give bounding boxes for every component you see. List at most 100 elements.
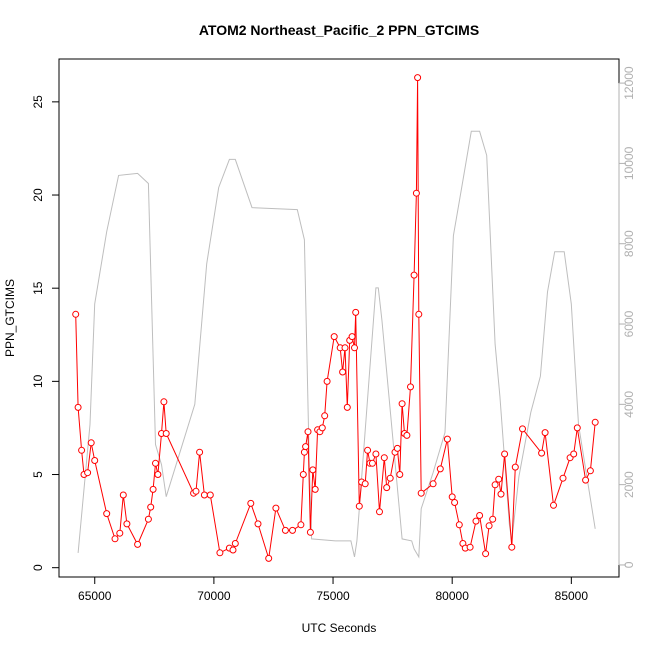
series-0-point-24	[200, 491, 208, 499]
series-0-point-11	[123, 520, 131, 528]
series-0-point-36	[297, 521, 305, 529]
series-0-point-28	[229, 546, 237, 554]
series-0-point-101	[519, 425, 526, 433]
series-0-point-47	[321, 412, 329, 420]
x-tick-label-65000: 65000	[78, 589, 112, 603]
series-0-point-95	[491, 481, 499, 489]
series-0-point-29	[231, 540, 239, 547]
series-0-point-97	[497, 490, 505, 498]
y-tick-label-15: 15	[31, 281, 45, 295]
y-axis-right: 0 2000 4000 6000 8000 10000 12000	[618, 66, 636, 568]
x-tick-label-70000: 70000	[197, 589, 231, 603]
series-0-point-64	[372, 450, 380, 458]
series-0-point-100	[511, 463, 519, 471]
series-0-point-2	[78, 446, 86, 454]
series-0-point-72	[398, 400, 406, 408]
series-0-point-74	[403, 431, 411, 439]
series-0-point-92	[482, 550, 490, 558]
series-1-line	[77, 130, 596, 559]
series-0-point-13	[144, 515, 152, 523]
series-0-point-99	[508, 543, 516, 551]
series-0-point-49	[330, 333, 338, 341]
series-0-point-22	[192, 487, 200, 495]
series-0-point-7	[103, 510, 111, 518]
series-0-point-89	[466, 543, 474, 551]
x-axis: 65000 70000 75000 80000 85000	[78, 576, 589, 603]
series-0-point-40	[304, 428, 312, 436]
series-0-point-102	[538, 449, 546, 457]
series-0-point-53	[343, 403, 351, 411]
series-0-point-110	[586, 467, 594, 475]
series-0-point-12	[134, 540, 142, 548]
series-0-point-107	[570, 450, 578, 458]
series-0-point-10	[119, 491, 127, 499]
y-tick-label-5: 5	[31, 471, 45, 478]
series-0-point-103	[541, 429, 549, 437]
series-0-point-82	[436, 465, 444, 473]
series-0-point-105	[559, 474, 567, 482]
series-0-point-42	[309, 466, 317, 474]
series-0-point-111	[591, 418, 599, 426]
series-0-point-0	[72, 310, 80, 318]
x-tick-label-75000: 75000	[316, 589, 350, 603]
series-0-point-104	[550, 501, 557, 509]
series-0-point-55	[348, 333, 356, 341]
series-0-point-30	[247, 499, 255, 507]
series-0-point-20	[162, 430, 170, 437]
series-0-point-4	[84, 469, 92, 477]
series-0-point-8	[111, 535, 119, 543]
x-tick-label-80000: 80000	[436, 589, 470, 603]
series-0-point-94	[489, 515, 497, 523]
series-0-point-75	[407, 383, 414, 391]
series-0-point-57	[352, 308, 360, 316]
series-0-point-71	[396, 471, 404, 478]
series-0-point-33	[272, 504, 280, 512]
series-0-point-35	[289, 526, 296, 534]
series-0-point-34	[281, 526, 289, 534]
series-0-point-6	[91, 457, 99, 464]
series-0-point-41	[306, 528, 314, 536]
series-0-point-96	[495, 475, 503, 483]
series-0-point-52	[341, 344, 349, 352]
series-0-point-14	[147, 503, 155, 511]
x-axis-label: UTC Seconds	[302, 621, 377, 635]
series-0-point-46	[318, 424, 326, 432]
series-0-line	[75, 77, 596, 559]
series-0-point-76	[410, 271, 418, 279]
series-0-point-108	[573, 424, 581, 432]
series-0-point-78	[414, 74, 422, 82]
y2-tick-label-2000: 2000	[622, 471, 636, 498]
y2-tick-label-6000: 6000	[622, 310, 636, 337]
series-0-point-70	[393, 444, 401, 452]
y2-tick-label-4000: 4000	[622, 391, 636, 418]
series-0-point-16	[152, 459, 159, 467]
series-0-point-25	[206, 491, 214, 499]
series-layer	[72, 74, 599, 562]
series-0-point-1	[74, 403, 82, 411]
y-tick-label-25: 25	[31, 95, 45, 109]
series-0-point-63	[368, 459, 376, 467]
y-axis-left: 0 5 10 15 20 25	[31, 95, 60, 571]
chart-title: ATOM2 Northeast_Pacific_2 PPN_GTCIMS	[199, 22, 479, 38]
series-0-point-80	[417, 489, 425, 497]
y-axis-label: PPN_GTCIMS	[3, 279, 17, 357]
series-0-point-85	[451, 499, 459, 506]
series-0-point-91	[476, 512, 484, 519]
y-tick-label-20: 20	[31, 188, 45, 202]
y2-tick-label-12000: 12000	[622, 66, 636, 100]
series-0-point-109	[582, 476, 590, 484]
series-0-point-39	[302, 443, 310, 451]
series-0-point-60	[361, 480, 369, 488]
series-0-point-43	[311, 485, 319, 493]
series-0-point-31	[254, 520, 262, 528]
series-0-point-77	[412, 189, 420, 197]
y2-tick-label-0: 0	[622, 561, 636, 568]
series-0-point-15	[149, 485, 157, 493]
y-tick-label-10: 10	[31, 374, 45, 388]
series-0-point-5	[87, 439, 95, 447]
series-0-point-26	[216, 549, 224, 557]
x-tick-label-85000: 85000	[555, 589, 589, 603]
series-0-point-93	[485, 522, 493, 530]
series-0-point-84	[448, 493, 456, 501]
